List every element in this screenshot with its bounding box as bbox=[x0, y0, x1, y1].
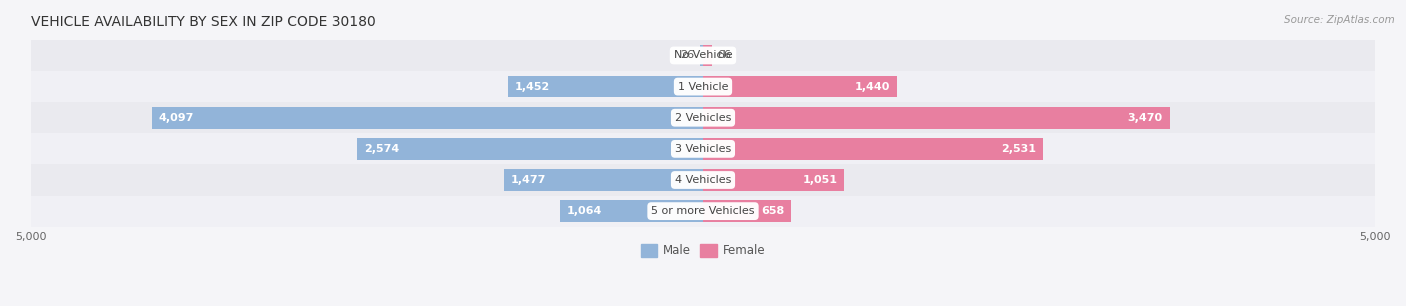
Bar bbox=[508, 76, 703, 98]
Bar bbox=[703, 76, 897, 98]
Text: 3 Vehicles: 3 Vehicles bbox=[675, 144, 731, 154]
Text: Source: ZipAtlas.com: Source: ZipAtlas.com bbox=[1284, 15, 1395, 25]
Text: 2 Vehicles: 2 Vehicles bbox=[675, 113, 731, 123]
Bar bbox=[703, 45, 711, 66]
Bar bbox=[31, 196, 1375, 227]
Text: 1,452: 1,452 bbox=[515, 82, 550, 91]
Text: 2,531: 2,531 bbox=[1001, 144, 1036, 154]
Bar bbox=[357, 138, 703, 160]
Text: 658: 658 bbox=[762, 206, 785, 216]
Bar bbox=[703, 107, 1170, 129]
Bar bbox=[703, 169, 845, 191]
Bar bbox=[703, 138, 1043, 160]
Bar bbox=[700, 45, 703, 66]
Text: 5 or more Vehicles: 5 or more Vehicles bbox=[651, 206, 755, 216]
Text: 66: 66 bbox=[717, 50, 731, 61]
Bar bbox=[31, 40, 1375, 71]
Text: 26: 26 bbox=[681, 50, 695, 61]
Text: 1,477: 1,477 bbox=[512, 175, 547, 185]
Text: VEHICLE AVAILABILITY BY SEX IN ZIP CODE 30180: VEHICLE AVAILABILITY BY SEX IN ZIP CODE … bbox=[31, 15, 375, 29]
Text: 1,440: 1,440 bbox=[855, 82, 890, 91]
Bar bbox=[560, 200, 703, 222]
Text: 1 Vehicle: 1 Vehicle bbox=[678, 82, 728, 91]
Legend: Male, Female: Male, Female bbox=[636, 239, 770, 262]
Text: 1,051: 1,051 bbox=[803, 175, 838, 185]
Text: 2,574: 2,574 bbox=[364, 144, 399, 154]
Text: 4,097: 4,097 bbox=[159, 113, 194, 123]
Bar bbox=[31, 102, 1375, 133]
Text: 1,064: 1,064 bbox=[567, 206, 602, 216]
Text: No Vehicle: No Vehicle bbox=[673, 50, 733, 61]
Text: 4 Vehicles: 4 Vehicles bbox=[675, 175, 731, 185]
Bar bbox=[31, 164, 1375, 196]
Text: 3,470: 3,470 bbox=[1128, 113, 1163, 123]
Bar bbox=[31, 71, 1375, 102]
Bar bbox=[152, 107, 703, 129]
Bar bbox=[31, 133, 1375, 164]
Bar bbox=[505, 169, 703, 191]
Bar bbox=[703, 200, 792, 222]
